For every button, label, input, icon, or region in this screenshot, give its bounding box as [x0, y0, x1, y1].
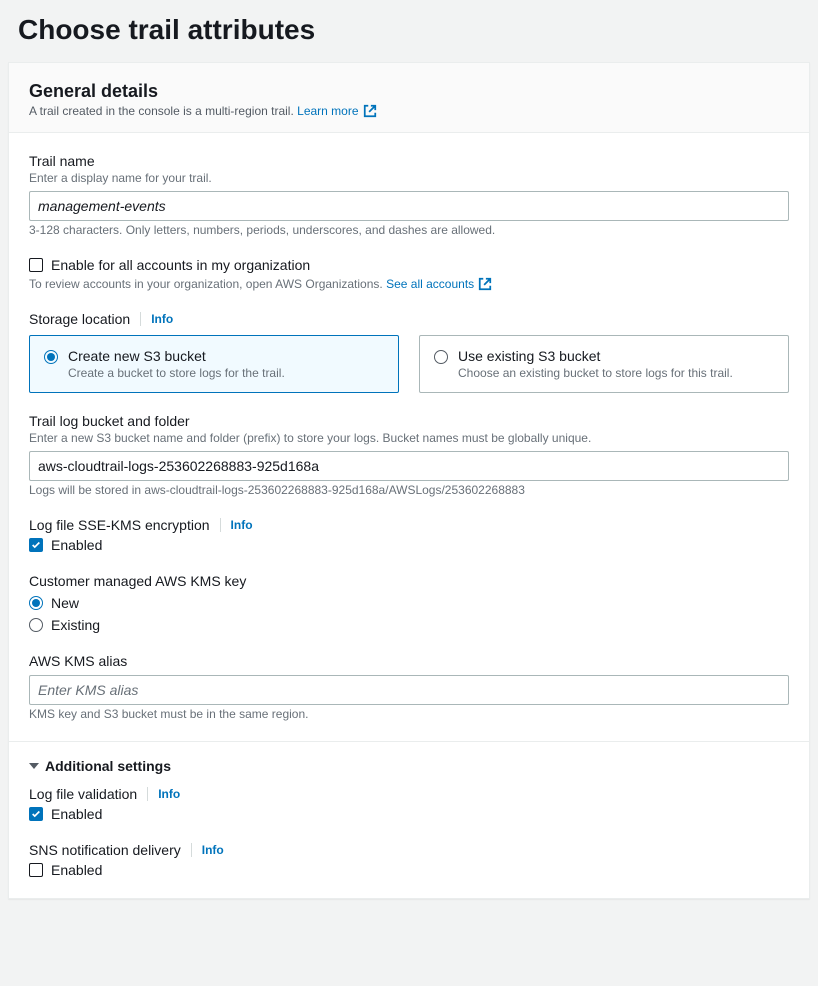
kms-radio-new[interactable]	[29, 596, 43, 610]
sse-label: Log file SSE-KMS encryption	[29, 517, 210, 533]
kms-radio-new-label: New	[51, 595, 79, 611]
kms-alias-input[interactable]	[29, 675, 789, 705]
sse-enabled-label: Enabled	[51, 537, 102, 553]
caret-down-icon	[29, 763, 39, 769]
general-heading: General details	[29, 81, 789, 102]
storage-tile-new[interactable]: Create new S3 bucket Create a bucket to …	[29, 335, 399, 393]
learn-more-link[interactable]: Learn more	[297, 104, 376, 118]
sse-group: Log file SSE-KMS encryption Info Enabled	[29, 517, 789, 553]
general-subtext: A trail created in the console is a mult…	[29, 104, 789, 118]
kms-radio-existing-label: Existing	[51, 617, 100, 633]
kms-radio-existing[interactable]	[29, 618, 43, 632]
trail-name-group: Trail name Enter a display name for your…	[29, 153, 789, 237]
bucket-hint: Enter a new S3 bucket name and folder (p…	[29, 431, 789, 445]
storage-radio-existing[interactable]	[434, 350, 448, 364]
validation-checkbox[interactable]	[29, 807, 43, 821]
storage-new-title: Create new S3 bucket	[68, 348, 285, 364]
sns-group: SNS notification delivery Info Enabled	[29, 842, 789, 878]
sse-enabled-checkbox[interactable]	[29, 538, 43, 552]
bucket-group: Trail log bucket and folder Enter a new …	[29, 413, 789, 497]
bucket-storage-hint: Logs will be stored in aws-cloudtrail-lo…	[29, 483, 789, 497]
external-link-icon	[478, 277, 492, 291]
trail-name-constraint: 3-128 characters. Only letters, numbers,…	[29, 223, 789, 237]
storage-new-sub: Create a bucket to store logs for the tr…	[68, 366, 285, 380]
see-all-accounts-link[interactable]: See all accounts	[386, 277, 492, 291]
kms-alias-label: AWS KMS alias	[29, 653, 789, 669]
org-enable-group: Enable for all accounts in my organizati…	[29, 257, 789, 291]
trail-name-input[interactable]	[29, 191, 789, 221]
panel-header: General details A trail created in the c…	[9, 63, 809, 133]
org-enable-label: Enable for all accounts in my organizati…	[51, 257, 310, 273]
external-link-icon	[363, 104, 377, 118]
org-enable-checkbox[interactable]	[29, 258, 43, 272]
storage-existing-sub: Choose an existing bucket to store logs …	[458, 366, 733, 380]
org-enable-hint: To review accounts in your organization,…	[29, 277, 789, 291]
sns-label: SNS notification delivery	[29, 842, 181, 858]
storage-radio-new[interactable]	[44, 350, 58, 364]
bucket-input[interactable]	[29, 451, 789, 481]
bucket-label: Trail log bucket and folder	[29, 413, 789, 429]
general-details-panel: General details A trail created in the c…	[8, 62, 810, 899]
page-title: Choose trail attributes	[8, 8, 810, 62]
sns-enabled-label: Enabled	[51, 862, 102, 878]
kms-key-label: Customer managed AWS KMS key	[29, 573, 789, 589]
sse-info-link[interactable]: Info	[220, 518, 253, 532]
trail-name-label: Trail name	[29, 153, 789, 169]
trail-name-hint: Enter a display name for your trail.	[29, 171, 789, 185]
additional-heading: Additional settings	[45, 758, 171, 774]
storage-label: Storage location	[29, 311, 130, 327]
kms-alias-hint: KMS key and S3 bucket must be in the sam…	[29, 707, 789, 721]
validation-enabled-label: Enabled	[51, 806, 102, 822]
storage-location-group: Storage location Info Create new S3 buck…	[29, 311, 789, 393]
check-icon	[31, 540, 41, 550]
sns-info-link[interactable]: Info	[191, 843, 224, 857]
check-icon	[31, 809, 41, 819]
storage-tile-existing[interactable]: Use existing S3 bucket Choose an existin…	[419, 335, 789, 393]
sns-checkbox[interactable]	[29, 863, 43, 877]
kms-alias-group: AWS KMS alias KMS key and S3 bucket must…	[29, 653, 789, 721]
storage-existing-title: Use existing S3 bucket	[458, 348, 733, 364]
validation-label: Log file validation	[29, 786, 137, 802]
validation-group: Log file validation Info Enabled	[29, 786, 789, 822]
additional-settings-expander[interactable]: Additional settings	[29, 758, 789, 774]
storage-info-link[interactable]: Info	[140, 312, 173, 326]
validation-info-link[interactable]: Info	[147, 787, 180, 801]
kms-key-group: Customer managed AWS KMS key New Existin…	[29, 573, 789, 633]
